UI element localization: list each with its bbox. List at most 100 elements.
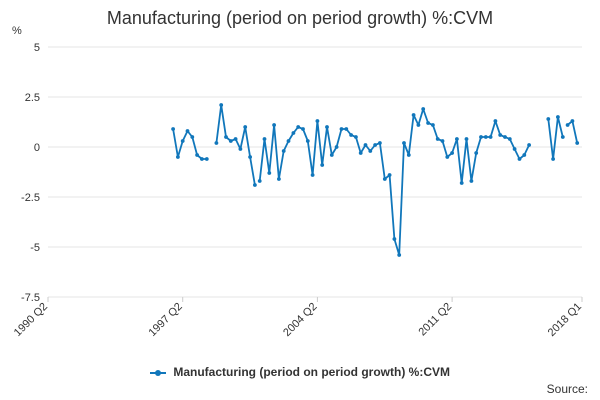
data-point[interactable] — [253, 183, 257, 187]
data-point[interactable] — [507, 137, 512, 141]
data-point[interactable] — [493, 119, 498, 123]
data-point[interactable] — [474, 151, 479, 155]
data-point[interactable] — [551, 157, 555, 161]
data-point[interactable] — [339, 127, 344, 131]
data-point[interactable] — [291, 131, 296, 135]
data-point[interactable] — [373, 143, 377, 147]
data-point[interactable] — [363, 143, 368, 147]
data-point[interactable] — [431, 123, 435, 127]
x-tick-label: 1997 Q2 — [146, 301, 184, 339]
data-point[interactable] — [248, 155, 253, 159]
data-point[interactable] — [190, 135, 195, 139]
y-tick-label: -7.5 — [21, 292, 40, 304]
x-tick-label: 1990 Q2 — [12, 301, 50, 339]
x-tick-label: 2004 Q2 — [281, 301, 319, 339]
data-point[interactable] — [464, 137, 469, 141]
data-point[interactable] — [301, 127, 305, 131]
data-point[interactable] — [224, 135, 228, 139]
data-point[interactable] — [565, 123, 570, 127]
data-point[interactable] — [368, 149, 373, 153]
data-point[interactable] — [575, 141, 580, 145]
data-point[interactable] — [315, 119, 320, 123]
data-point[interactable] — [214, 141, 219, 145]
data-point[interactable] — [378, 141, 382, 145]
data-point[interactable] — [416, 123, 421, 127]
data-point[interactable] — [305, 139, 310, 143]
data-point[interactable] — [459, 181, 464, 185]
data-point[interactable] — [445, 155, 450, 159]
data-point[interactable] — [392, 237, 397, 241]
data-point[interactable] — [262, 137, 267, 141]
data-point[interactable] — [406, 153, 411, 157]
data-point[interactable] — [329, 153, 334, 157]
data-point[interactable] — [204, 157, 209, 161]
data-point[interactable] — [228, 139, 233, 143]
data-point[interactable] — [469, 179, 474, 183]
series-line — [172, 128, 207, 160]
data-point[interactable] — [397, 253, 402, 257]
data-point[interactable] — [387, 173, 392, 177]
data-point[interactable] — [296, 125, 301, 129]
data-point[interactable] — [512, 147, 517, 151]
data-point[interactable] — [440, 139, 445, 143]
data-point[interactable] — [402, 141, 406, 145]
data-point[interactable] — [180, 139, 185, 143]
series-line — [547, 116, 564, 160]
data-point[interactable] — [195, 153, 200, 157]
data-point[interactable] — [488, 135, 493, 139]
legend-label: Manufacturing (period on period growth) … — [173, 365, 450, 379]
data-point[interactable] — [267, 171, 272, 175]
data-point[interactable] — [358, 151, 363, 155]
data-point[interactable] — [200, 157, 204, 161]
data-point[interactable] — [527, 143, 531, 147]
data-point[interactable] — [479, 135, 483, 139]
data-point[interactable] — [483, 135, 488, 139]
data-point[interactable] — [238, 147, 243, 151]
data-point[interactable] — [176, 155, 180, 159]
y-axis-label: % — [12, 25, 22, 37]
data-point[interactable] — [382, 177, 387, 181]
data-point[interactable] — [546, 117, 551, 121]
data-point[interactable] — [455, 137, 459, 141]
y-tick-label: -2.5 — [21, 192, 40, 204]
data-point[interactable] — [272, 123, 276, 127]
data-point[interactable] — [243, 125, 248, 129]
legend-line-icon — [150, 369, 166, 376]
source-label: Source: — [546, 382, 588, 396]
data-point[interactable] — [171, 127, 176, 131]
data-point[interactable] — [277, 177, 281, 181]
data-point[interactable] — [257, 179, 262, 183]
y-tick-label: 2.5 — [25, 92, 40, 104]
x-tick-label: 2018 Q1 — [546, 301, 584, 339]
data-point[interactable] — [450, 151, 454, 155]
data-point[interactable] — [517, 157, 522, 161]
data-point[interactable] — [349, 133, 353, 137]
data-point[interactable] — [522, 153, 527, 157]
data-point[interactable] — [411, 113, 416, 117]
data-point[interactable] — [560, 135, 565, 139]
data-point[interactable] — [503, 135, 507, 139]
data-point[interactable] — [233, 137, 238, 141]
series-line — [258, 108, 530, 256]
data-point[interactable] — [310, 173, 315, 177]
data-point[interactable] — [570, 119, 575, 123]
data-point[interactable] — [421, 107, 426, 111]
data-point[interactable] — [556, 115, 560, 119]
data-point[interactable] — [320, 163, 325, 167]
chart-title: Manufacturing (period on period growth) … — [106, 8, 494, 28]
data-point[interactable] — [498, 133, 503, 137]
data-point[interactable] — [185, 129, 190, 133]
data-point[interactable] — [344, 127, 349, 131]
series-line — [215, 104, 256, 186]
data-point[interactable] — [426, 121, 430, 125]
data-point[interactable] — [334, 145, 339, 149]
data-point[interactable] — [286, 139, 291, 143]
legend[interactable]: Manufacturing (period on period growth) … — [0, 365, 600, 379]
data-point[interactable] — [354, 135, 358, 139]
data-point[interactable] — [435, 137, 440, 141]
data-point[interactable] — [325, 125, 329, 129]
y-tick-label: -5 — [30, 242, 40, 254]
data-point[interactable] — [219, 103, 224, 107]
data-point[interactable] — [281, 149, 286, 153]
